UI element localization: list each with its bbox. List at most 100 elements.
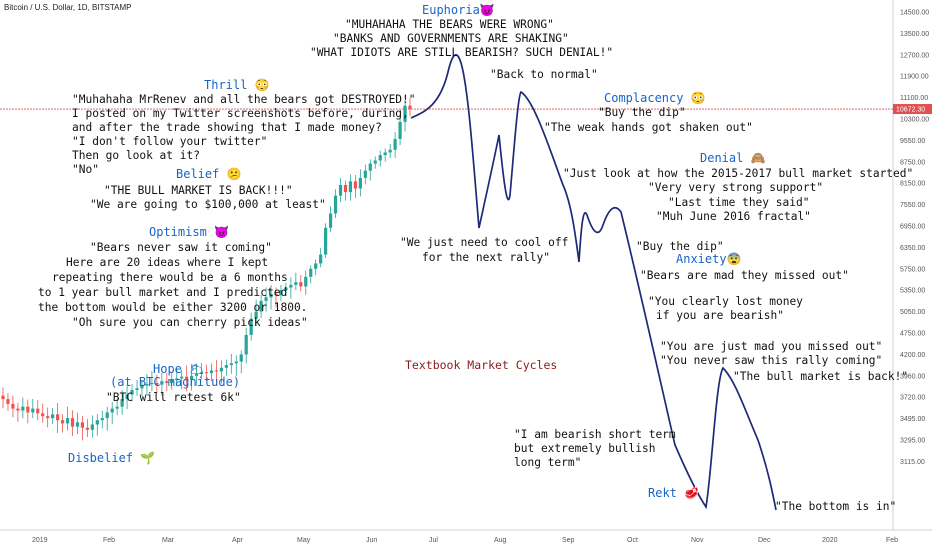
- candle-body: [65, 418, 70, 424]
- quote-bearish-short: "I am bearish short term but extremely b…: [514, 428, 676, 469]
- candle-body: [150, 382, 154, 384]
- candle-body: [333, 195, 338, 214]
- quote-missed-out: "You are just mad you missed out" "You n…: [660, 340, 882, 367]
- candle-body: [408, 105, 412, 110]
- cloud-icon: 🌥: [189, 362, 204, 376]
- candle-body: [11, 403, 15, 409]
- x-tick-label: Dec: [758, 537, 771, 544]
- candle-body: [348, 181, 353, 193]
- candle-body: [284, 287, 288, 291]
- svg-text:"BANKS AND GOVERNMENTS ARE SHA: "BANKS AND GOVERNMENTS ARE SHAKING": [333, 32, 569, 45]
- svg-text:"Muh June 2016 fractal": "Muh June 2016 fractal": [656, 210, 811, 223]
- candle-body: [214, 370, 219, 372]
- chart-title: Textbook Market Cycles: [405, 358, 557, 372]
- svg-text:I posted on my Twitter screens: I posted on my Twitter screenshots befor…: [72, 107, 409, 120]
- candle-body: [6, 399, 10, 404]
- svg-text:"Muhahaha MrRenev and all the: "Muhahaha MrRenev and all the bears got …: [72, 93, 416, 106]
- candle-body: [21, 406, 25, 411]
- svg-text:"The weak hands got shaken out: "The weak hands got shaken out": [544, 121, 753, 134]
- flushed-face-icon: 😳: [691, 91, 706, 105]
- candle-body: [388, 149, 392, 153]
- fearful-face-icon: 😨: [727, 252, 742, 266]
- devil-icon: 😈: [214, 225, 229, 239]
- svg-text:long term": long term": [514, 456, 581, 469]
- candle-body: [353, 181, 358, 189]
- candle-body: [269, 293, 273, 298]
- svg-text:"You are just mad you missed o: "You are just mad you missed out": [660, 340, 882, 353]
- candle-body: [219, 367, 223, 372]
- candle-body: [175, 378, 179, 381]
- svg-text:Here are 20 ideas where I kept: Here are 20 ideas where I kept: [66, 256, 268, 269]
- quote-bull-back: "The bull market is back!": [733, 370, 908, 383]
- quote-anxiety: "Bears are mad they missed out": [640, 269, 849, 282]
- y-tick-label: 6350.00: [900, 245, 925, 252]
- confused-face-icon: 😕: [227, 167, 242, 181]
- candle-body: [324, 227, 328, 255]
- y-tick-label: 3495.00: [900, 416, 925, 423]
- candle-body: [140, 385, 144, 389]
- quote-bottom: "The bottom is in": [775, 500, 896, 513]
- y-tick-label: 5350.00: [900, 288, 925, 295]
- y-tick-label: 8150.00: [900, 181, 925, 188]
- x-tick-label: Feb: [886, 537, 898, 544]
- candle-body: [194, 374, 199, 376]
- y-tick-label: 11100.00: [900, 95, 928, 102]
- x-tick-label: Aug: [494, 537, 507, 544]
- x-tick-label: 2020: [822, 537, 838, 544]
- candle-body: [160, 381, 164, 385]
- candle-body: [378, 155, 382, 161]
- sprout-icon: 🌱: [140, 451, 155, 465]
- candle-body: [279, 290, 283, 296]
- svg-text:"Buy the dip": "Buy the dip": [598, 106, 686, 119]
- quote-cool-off: "We just need to cool off for the next r…: [400, 236, 568, 264]
- svg-text:to 1 year bull market and I pr: to 1 year bull market and I predicted: [38, 286, 287, 299]
- candle-body: [249, 318, 253, 335]
- svg-text:"We just need to cool off: "We just need to cool off: [400, 236, 568, 249]
- x-tick-label: Feb: [103, 537, 115, 544]
- candle-body: [120, 399, 124, 407]
- quote-lost-money: "You clearly lost money if you are beari…: [648, 295, 803, 322]
- devil-icon: 😈: [480, 3, 495, 17]
- candle-body: [398, 121, 402, 139]
- svg-text:if you are bearish": if you are bearish": [656, 309, 784, 322]
- x-tick-label: 2019: [32, 537, 48, 544]
- candle-body: [204, 372, 209, 374]
- candle-body: [85, 427, 89, 430]
- y-axis: 14500.00 13500.00 12700.00 11900.00 11100.00…: [900, 10, 929, 466]
- candle-body: [36, 408, 40, 414]
- x-tick-label: Apr: [232, 537, 244, 544]
- quote-euphoria: "MUHAHAHA THE BEARS WERE WRONG" "BANKS A…: [310, 18, 613, 59]
- candle-body: [60, 420, 65, 424]
- candle-body: [26, 406, 30, 413]
- candle-body: [393, 138, 397, 150]
- candle-body: [229, 363, 233, 366]
- phase-hope-note: (at BTC magnitude): [110, 375, 240, 389]
- candle-body: [294, 282, 298, 285]
- svg-text:and after the trade showing th: and after the trade showing that I made …: [72, 121, 382, 134]
- x-tick-label: May: [297, 537, 311, 544]
- candle-body: [209, 370, 214, 374]
- svg-text:for the next rally": for the next rally": [422, 251, 550, 264]
- x-tick-label: Oct: [627, 537, 638, 544]
- svg-text:"BTC will retest 6k": "BTC will retest 6k": [106, 391, 241, 404]
- y-tick-label: 13500.00: [900, 31, 929, 38]
- svg-text:repeating there would be a 6 m: repeating there would be a 6 months: [52, 271, 288, 284]
- current-price-label: 10672.30: [896, 107, 925, 114]
- candle-body: [304, 276, 308, 287]
- candle-body: [80, 422, 85, 428]
- phase-rekt: Rekt 🥩: [648, 486, 699, 500]
- candle-body: [234, 361, 238, 364]
- y-tick-label: 12700.00: [900, 52, 929, 59]
- y-tick-label: 14500.00: [900, 10, 929, 17]
- candle-body: [100, 418, 104, 421]
- current-price-tag: 10672.30: [893, 104, 932, 115]
- candle-body: [90, 424, 94, 430]
- candle-body: [338, 184, 343, 196]
- candle-body: [254, 311, 258, 319]
- svg-text:"Very very strong support": "Very very strong support": [648, 181, 823, 194]
- candle-body: [274, 293, 278, 296]
- phase-optimism: Optimism 😈: [149, 225, 229, 239]
- quote-thrill: "Muhahaha MrRenev and all the bears got …: [72, 93, 416, 176]
- svg-text:"MUHAHAHA THE BEARS WERE WRONG: "MUHAHAHA THE BEARS WERE WRONG": [345, 18, 554, 31]
